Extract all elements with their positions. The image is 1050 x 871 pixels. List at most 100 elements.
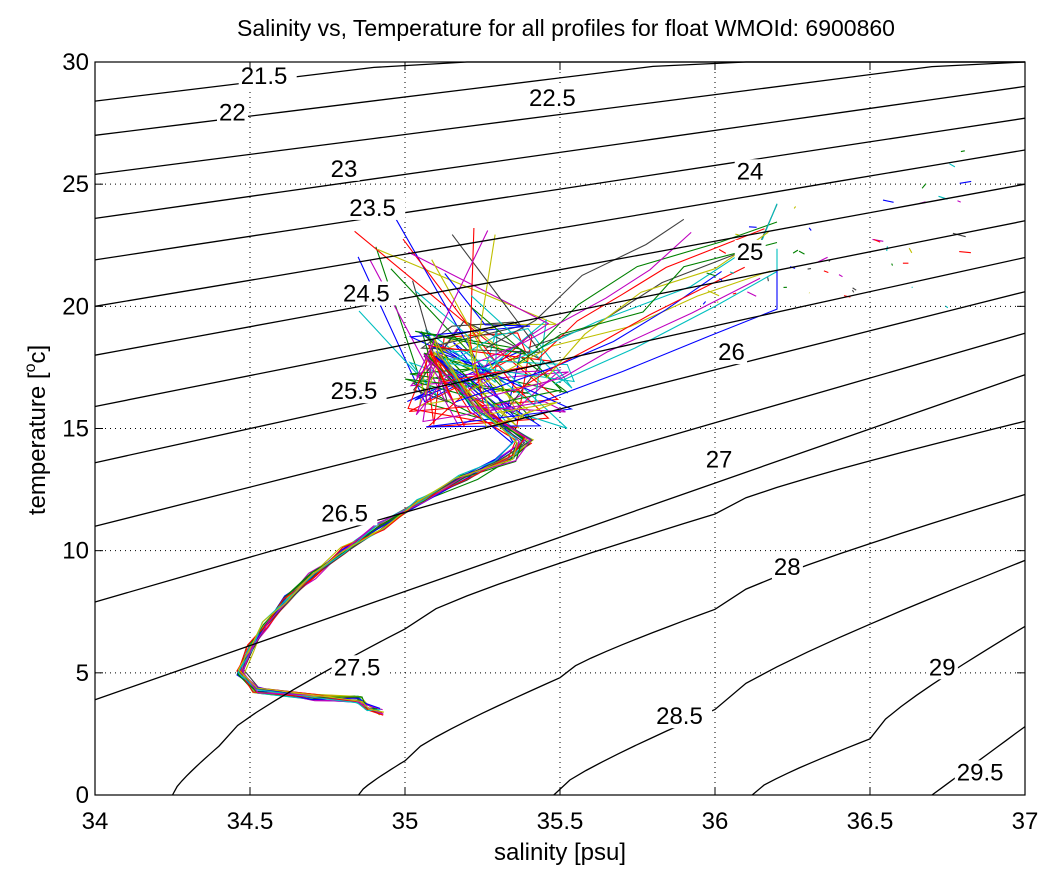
isopycnal-line: [94, 183, 1026, 356]
isopycnal-line: [357, 493, 1026, 796]
profile-lines: [236, 150, 972, 716]
profile-fragment: [911, 286, 913, 289]
profile-fragment: [828, 259, 831, 262]
profile-fragment: [851, 289, 855, 293]
grid-lines: [95, 62, 1025, 795]
profile-line: [512, 266, 745, 394]
profile-fragment: [891, 263, 894, 266]
y-tick-label: 30: [62, 49, 89, 76]
isopycnal-label-bg: [328, 379, 387, 404]
y-axis-label-prefix: temperature [: [24, 372, 51, 515]
profile-line: [237, 256, 526, 714]
isopycnal-label: 27.5: [334, 654, 381, 681]
profile-line: [237, 305, 563, 711]
isopycnal-label-bg: [217, 100, 248, 125]
profile-fragment: [852, 287, 857, 291]
isopycnal-label-bg: [238, 63, 297, 88]
profile-fragment: [748, 226, 757, 228]
y-tick-label: 10: [62, 538, 89, 565]
profile-fragment: [718, 249, 727, 254]
isopycnal-label-bg: [734, 159, 766, 184]
x-axis-label: salinity [psu]: [494, 839, 626, 866]
profile-line: [471, 231, 692, 365]
isopycnal-label-bg: [328, 156, 360, 181]
isopycnal-label: 26.5: [321, 500, 368, 527]
isopycnal-label: 28: [774, 554, 801, 581]
profile-fragment: [719, 278, 723, 281]
profile-line: [516, 241, 778, 365]
isopycnal-label: 23.5: [349, 195, 396, 222]
y-tick-label: 15: [62, 416, 89, 443]
isopycnal-label: 22.5: [529, 85, 576, 112]
isopycnal-label-bg: [347, 195, 406, 220]
isopycnal-line: [751, 625, 1026, 796]
isopycnal-line: [94, 85, 1026, 220]
isopycnal-label-bg: [716, 340, 748, 365]
isopycnal-label: 25: [737, 239, 764, 266]
profile-fragment: [959, 251, 971, 254]
profile-line: [535, 221, 778, 349]
x-tick-label: 36.5: [847, 808, 894, 835]
isopycnal-label-bg: [703, 447, 735, 472]
axis-ticks: 34 34.5 35 35.5 36 36.5 37 0 5 10 15 20 25 30: [62, 49, 1038, 835]
isopycnal-label: 29.5: [957, 759, 1004, 786]
profile-line: [471, 277, 761, 402]
profile-line: [537, 270, 778, 404]
y-axis-label-superscript: o: [22, 363, 39, 372]
profile-fragment: [952, 232, 966, 238]
isopycnal-label-bg: [319, 501, 378, 526]
profile-fragment: [798, 250, 805, 255]
x-tick-label: 34: [82, 808, 109, 835]
profile-line: [554, 248, 778, 385]
profile-fragment: [702, 301, 707, 305]
isopycnal-line: [94, 291, 1026, 527]
profile-fragment: [706, 272, 717, 277]
profile-line: [240, 238, 550, 714]
profile-fragment: [921, 183, 927, 189]
isopycnal-label: 27: [706, 447, 733, 474]
profile-line: [237, 234, 558, 713]
x-tick-label: 34.5: [227, 808, 274, 835]
chart-title: Salinity vs, Temperature for all profile…: [237, 15, 895, 41]
x-tick-label: 35.5: [537, 808, 584, 835]
profile-fragment: [823, 270, 829, 274]
profile-line: [236, 273, 574, 709]
isopycnal-label-bg: [926, 655, 958, 680]
isopycnal-label: 26: [718, 339, 745, 366]
profile-fragment: [707, 290, 720, 297]
x-tick-label: 36: [702, 808, 729, 835]
profile-fragment: [882, 199, 894, 203]
isopycnal-label: 28.5: [656, 703, 703, 730]
x-tick-label: 37: [1012, 808, 1039, 835]
isopycnal-line: [94, 149, 1026, 307]
isopycnal-label-bg: [771, 555, 803, 580]
isopycnal-line: [94, 332, 1026, 603]
isopycnal-line: [94, 374, 1026, 701]
profile-line: [545, 231, 769, 379]
isopycnal-label: 21.5: [241, 63, 288, 90]
isopycnal-label-bg: [954, 760, 1013, 785]
isopycnal-label: 25.5: [331, 378, 378, 405]
isopycnal-label: 24.5: [343, 280, 390, 307]
y-tick-label: 25: [62, 171, 89, 198]
isopycnal-labels: 21.5 22 22.5 23 23.5 24 24.5 25 25.5 26 26.5 27 27.5…: [217, 63, 1013, 786]
profile-line: [518, 203, 778, 359]
profile-fragment: [949, 163, 956, 168]
profile-fragment: [747, 291, 757, 297]
profile-line: [485, 218, 685, 349]
isopycnal-label-bg: [654, 704, 713, 729]
isopycnal-label: 23: [331, 156, 358, 183]
profile-fragment: [767, 277, 769, 282]
x-tick-label: 35: [392, 808, 419, 835]
y-axis-label: temperature [oc]: [22, 345, 51, 515]
profile-fragment: [957, 200, 961, 203]
isopycnal-line: [94, 117, 1026, 261]
isopycnal-label-bg: [527, 85, 585, 110]
profile-fragment: [959, 180, 972, 184]
isopycnal-label: 29: [929, 654, 956, 681]
isopycnal-line: [94, 220, 1026, 408]
isopycnal-line: [171, 420, 1026, 796]
profile-fragment: [808, 227, 812, 231]
isopycnal-label: 22: [219, 100, 246, 127]
